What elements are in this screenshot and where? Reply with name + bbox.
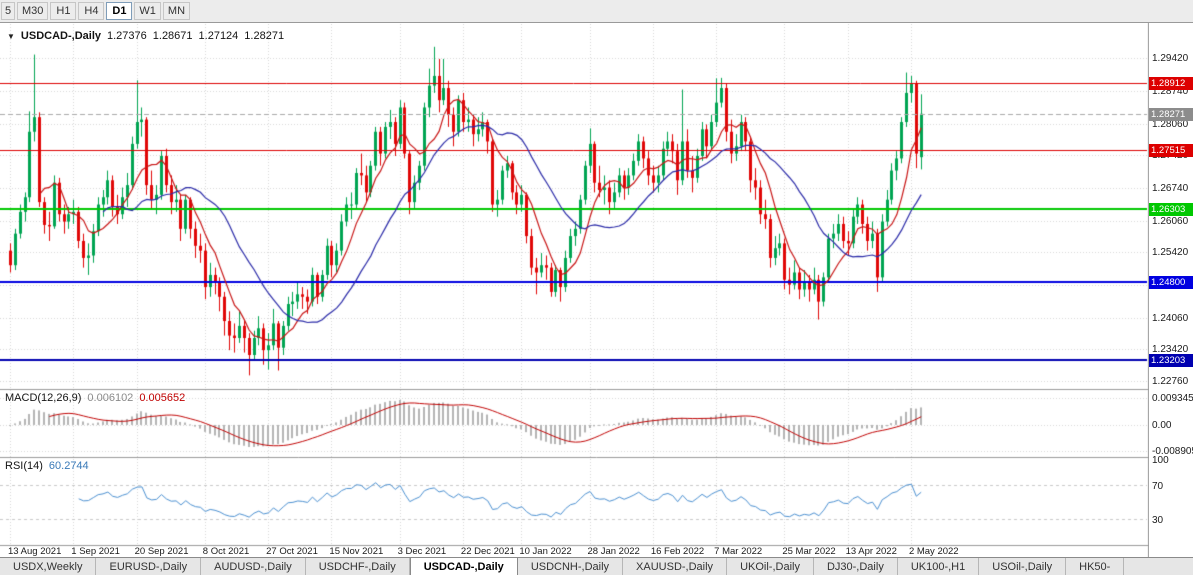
macd-axis-tick: 0.009345 [1152, 393, 1193, 405]
chart-tabs-bar: USDX,Weekly EURUSD-,Daily AUDUSD-,Daily USD… [0, 557, 1193, 575]
date-label: 3 Dec 2021 [397, 546, 447, 557]
chart-tab-usdchf-daily[interactable]: USDCHF-,Daily [306, 558, 410, 575]
price-tick: 1.25420 [1152, 247, 1189, 259]
ohlc-low: 1.27124 [198, 30, 239, 42]
rsi-axis-tick: 70 [1152, 480, 1164, 492]
chart-tab-usdcnh-daily[interactable]: USDCNH-,Daily [518, 558, 624, 575]
date-label: 28 Jan 2022 [587, 546, 640, 557]
timeframe-button-5[interactable]: 5 [1, 2, 15, 20]
price-level-badge-1-24800: 1.24800 [1149, 276, 1193, 290]
chart-tab-uk100-h1[interactable]: UK100-,H1 [898, 558, 980, 575]
macd-main-value: 0.006102 [87, 392, 134, 404]
chart-tab-usoil-daily[interactable]: USOil-,Daily [979, 558, 1067, 575]
price-tick: 1.28060 [1152, 118, 1189, 130]
chart-symbol-title: USDCAD-,Daily [20, 30, 101, 42]
chart-tab-eurusd-daily[interactable]: EURUSD-,Daily [96, 558, 202, 575]
date-label: 8 Oct 2021 [202, 546, 250, 557]
timeframe-button-h1[interactable]: H1 [50, 2, 77, 20]
price-level-badge-1-28912: 1.28912 [1149, 76, 1193, 90]
price-tick: 1.26740 [1152, 183, 1189, 195]
date-label: 13 Apr 2022 [845, 546, 897, 557]
chart-tab-usdx-weekly[interactable]: USDX,Weekly [0, 558, 97, 575]
macd-name: MACD(12,26,9) [5, 392, 82, 404]
rsi-value: 60.2744 [48, 460, 89, 472]
price-level-badge-1-26303: 1.26303 [1149, 203, 1193, 217]
chart-canvas[interactable] [0, 23, 1193, 557]
date-label: 2 May 2022 [908, 546, 959, 557]
timeframe-button-m30[interactable]: M30 [17, 2, 49, 20]
chart-menu-arrow-icon[interactable]: ▼ [7, 31, 15, 41]
price-axis[interactable]: 1.294201.287401.280601.274201.267401.260… [1149, 23, 1193, 557]
timeframe-button-h4[interactable]: H4 [78, 2, 105, 20]
timeframe-button-d1[interactable]: D1 [106, 2, 133, 20]
ohlc-open: 1.27376 [107, 30, 147, 42]
timeframe-button-mn[interactable]: MN [162, 2, 191, 20]
date-label: 20 Sep 2021 [134, 546, 189, 557]
price-tick: 1.28740 [1152, 85, 1189, 97]
date-label: 15 Nov 2021 [329, 546, 384, 557]
ohlc-close: 1.28271 [244, 30, 285, 42]
chart-tab-usdcad-daily[interactable]: USDCAD-,Daily [409, 558, 518, 575]
rsi-axis-tick: 100 [1152, 455, 1169, 466]
ohlc-high: 1.28671 [152, 30, 193, 42]
date-label: 10 Jan 2022 [519, 546, 572, 557]
price-tick: 1.29420 [1152, 52, 1189, 64]
price-tick: 1.23420 [1152, 344, 1189, 356]
timeframe-toolbar: 5 M30 H1 H4 D1 W1 MN [0, 0, 1193, 23]
chart-tab-audusd-daily[interactable]: AUDUSD-,Daily [201, 558, 306, 575]
price-tick: 1.24060 [1152, 313, 1189, 325]
macd-indicator-label: MACD(12,26,9) 0.006102 0.005652 [5, 392, 185, 404]
time-axis[interactable]: 13 Aug 2021 1 Sep 2021 20 Sep 2021 8 Oct 20… [0, 545, 1148, 557]
chart-tab-ukoil-daily[interactable]: UKOil-,Daily [727, 558, 814, 575]
chart-header: ▼ USDCAD-,Daily 1.27376 1.28671 1.27124 … [7, 30, 284, 42]
date-label: 7 Mar 2022 [714, 546, 763, 557]
date-label: 16 Feb 2022 [650, 546, 705, 557]
chart-tab-dj30-daily[interactable]: DJ30-,Daily [814, 558, 898, 575]
date-label: 22 Dec 2021 [460, 546, 515, 557]
price-level-badge-1-23203: 1.23203 [1149, 353, 1193, 367]
date-label: 27 Oct 2021 [266, 546, 318, 557]
rsi-axis-tick: 30 [1152, 514, 1164, 526]
rsi-indicator-label: RSI(14) 60.2744 [5, 460, 89, 472]
chart-tab-xauusd-daily[interactable]: XAUUSD-,Daily [623, 558, 728, 575]
macd-axis-tick: -0.008905 [1152, 445, 1193, 457]
date-label: 25 Mar 2022 [782, 546, 836, 557]
price-level-badge-1-27515: 1.27515 [1149, 144, 1193, 158]
macd-signal-value: 0.005652 [139, 392, 186, 404]
price-tick: 1.22760 [1152, 376, 1189, 388]
date-label: 1 Sep 2021 [71, 546, 120, 557]
rsi-name: RSI(14) [5, 460, 43, 472]
timeframe-button-w1[interactable]: W1 [134, 2, 161, 20]
macd-axis-tick: 0.00 [1152, 419, 1172, 431]
price-tick: 1.26060 [1152, 216, 1189, 228]
chart-tab-hk50[interactable]: HK50- [1066, 558, 1125, 575]
current-price-badge: 1.28271 [1149, 107, 1193, 121]
date-label: 13 Aug 2021 [8, 546, 62, 557]
